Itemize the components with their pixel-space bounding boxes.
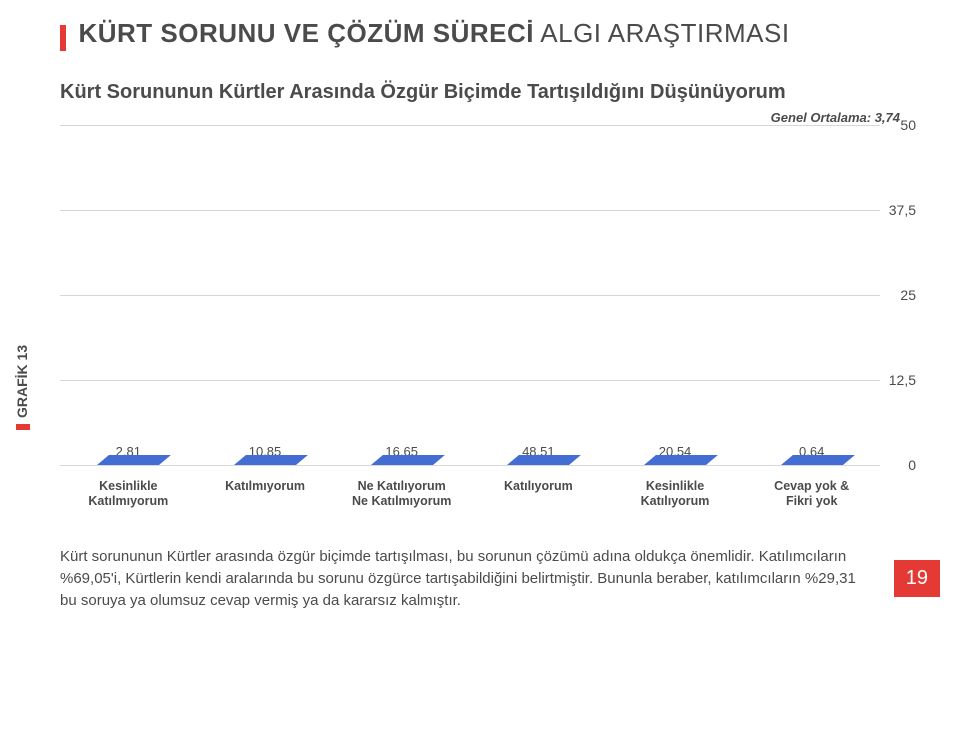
y-axis-label: 37,5 bbox=[889, 202, 916, 218]
gridline bbox=[60, 465, 880, 466]
sidebar-tag-bar bbox=[16, 424, 30, 430]
header-bold: KÜRT SORUNU VE ÇÖZÜM SÜRECİ bbox=[78, 18, 534, 48]
y-axis-label: 50 bbox=[900, 117, 916, 133]
gridline bbox=[60, 210, 880, 211]
page-number: 19 bbox=[894, 560, 940, 597]
sidebar-tag-text: GRAFİK 13 bbox=[14, 345, 30, 418]
chart-plot: 2,8110,8516,6548,5120,540,64 012,52537,5… bbox=[60, 125, 880, 465]
body-paragraph-container: Kürt sorununun Kürtler arasında özgür bi… bbox=[60, 546, 920, 611]
category-label: Ne KatılıyorumNe Katılmıyorum bbox=[333, 479, 470, 510]
chart-sidebar-tag: GRAFİK 13 bbox=[14, 345, 30, 430]
body-paragraph: Kürt sorununun Kürtler arasında özgür bi… bbox=[60, 548, 856, 609]
y-axis-label: 25 bbox=[900, 287, 916, 303]
bar-top bbox=[371, 455, 445, 465]
bar-top bbox=[644, 455, 718, 465]
header-text: KÜRT SORUNU VE ÇÖZÜM SÜRECİ ALGI ARAŞTIR… bbox=[78, 18, 789, 48]
bar-top bbox=[234, 455, 308, 465]
header-accent-bar bbox=[60, 25, 66, 51]
gridline bbox=[60, 295, 880, 296]
category-label: KesinlikleKatılmıyorum bbox=[60, 479, 197, 510]
category-label: Cevap yok &Fikri yok bbox=[743, 479, 880, 510]
gridline bbox=[60, 125, 880, 126]
category-label: Katılmıyorum bbox=[197, 479, 334, 510]
category-label: KesinlikleKatılıyorum bbox=[607, 479, 744, 510]
chart-area: GRAFİK 13 Genel Ortalama: 3,74 2,8110,85… bbox=[60, 110, 920, 510]
category-label: Katılıyorum bbox=[470, 479, 607, 510]
y-axis-label: 0 bbox=[908, 457, 916, 473]
chart-note: Genel Ortalama: 3,74 bbox=[60, 110, 920, 125]
gridline bbox=[60, 380, 880, 381]
page-header: KÜRT SORUNU VE ÇÖZÜM SÜRECİ ALGI ARAŞTIR… bbox=[60, 18, 920, 51]
bar-top bbox=[97, 455, 171, 465]
header-light: ALGI ARAŞTIRMASI bbox=[540, 18, 789, 48]
chart-category-labels: KesinlikleKatılmıyorumKatılmıyorumNe Kat… bbox=[60, 479, 880, 510]
bar-top bbox=[507, 455, 581, 465]
y-axis-label: 12,5 bbox=[889, 372, 916, 388]
chart-title: Kürt Sorununun Kürtler Arasında Özgür Bi… bbox=[60, 81, 920, 104]
bar-top bbox=[781, 455, 855, 465]
